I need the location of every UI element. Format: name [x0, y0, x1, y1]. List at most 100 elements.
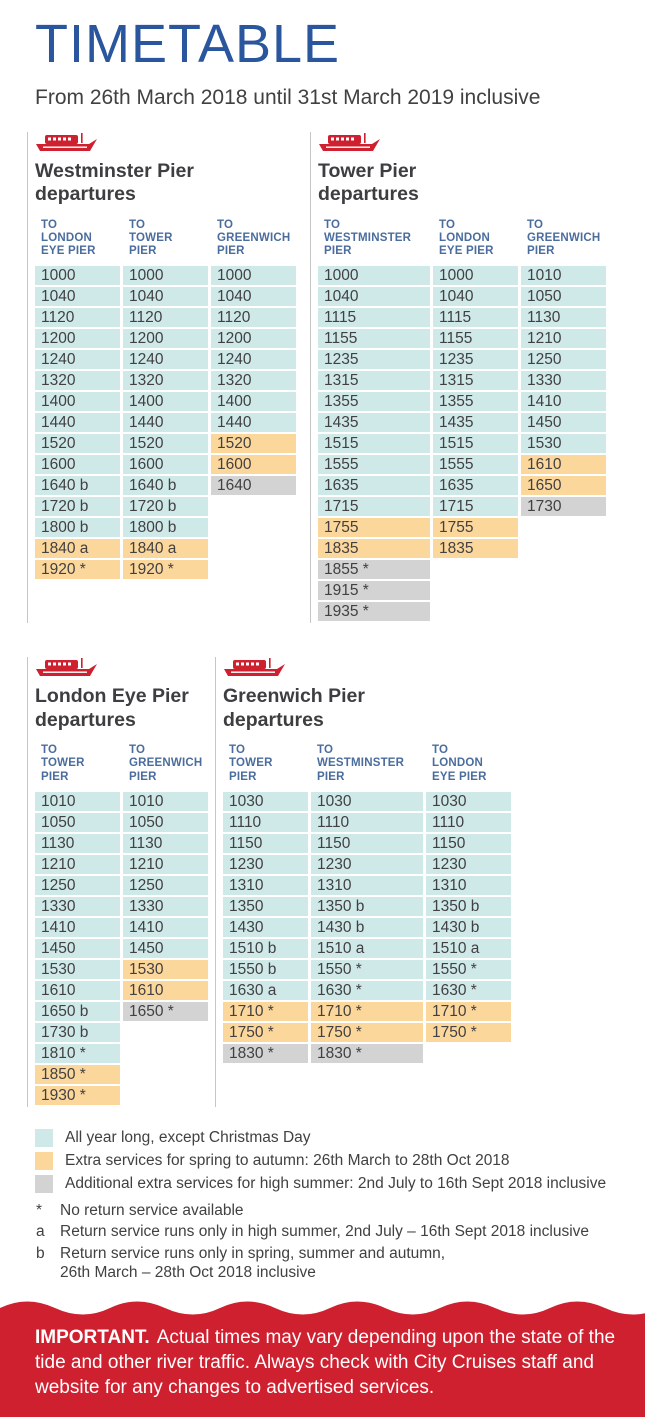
- time-cell: 1550 *: [311, 959, 423, 979]
- column-header-line: GREENWICH: [129, 757, 203, 770]
- legend-item: All year long, except Christmas Day: [35, 1128, 645, 1147]
- column-header-line: PIER: [317, 770, 345, 783]
- time-cell: 1640 b: [123, 476, 208, 496]
- time-cell: [521, 602, 606, 621]
- footnote: a Return service runs only in high summer…: [36, 1222, 645, 1241]
- time-cell: 1935 *: [318, 602, 430, 622]
- column-header: TO GREENWICH PIER: [123, 744, 208, 784]
- time-cell: [211, 518, 296, 537]
- time-cell: [426, 1044, 511, 1063]
- time-cell: 1310: [223, 875, 308, 895]
- time-cell: 1350 b: [426, 896, 511, 916]
- time-cell: 1315: [318, 371, 430, 391]
- table-row: 1120 1120 1120: [35, 308, 310, 328]
- time-cell: 1930 *: [35, 1085, 120, 1105]
- table-row: 1755 1755: [318, 518, 606, 538]
- time-cell: 1640 b: [35, 476, 120, 496]
- time-cell: [521, 581, 606, 600]
- time-cell: 1830 *: [311, 1043, 423, 1063]
- time-cell: 1450: [35, 938, 120, 958]
- time-cell: 1650: [521, 476, 606, 496]
- time-cell: 1010: [521, 266, 606, 286]
- column-headers: TO WESTMINSTER PIER TO LONDON EYE PIER TO GREEN…: [318, 219, 606, 259]
- time-cell: 1430 b: [311, 917, 423, 937]
- time-cell: 1450: [521, 413, 606, 433]
- time-cell: [521, 560, 606, 579]
- column-header-line: EYE PIER: [41, 245, 96, 258]
- time-cell: 1530: [35, 959, 120, 979]
- footnote-mark: a: [36, 1223, 45, 1241]
- time-cell: 1210: [521, 329, 606, 349]
- table-row: 1840 a 1840 a: [35, 539, 310, 559]
- time-cell: [433, 602, 518, 621]
- table-row: 1555 1555 1610: [318, 455, 606, 475]
- time-cell: 1840 a: [35, 539, 120, 559]
- time-cell: 1520: [123, 434, 208, 454]
- table-row: 1150 1150 1150: [223, 833, 511, 853]
- table-row: 1715 1715 1730: [318, 497, 606, 517]
- sections-bottom-row: London Eye Pier departures TO TOWER PIER TO G…: [0, 657, 645, 1107]
- time-cell: 1440: [35, 413, 120, 433]
- time-cell: 1435: [318, 413, 430, 433]
- table-row: 1835 1835: [318, 539, 606, 559]
- time-cell: 1150: [223, 833, 308, 853]
- section-londoneye: London Eye Pier departures TO TOWER PIER TO G…: [27, 657, 215, 1107]
- column-header: TO TOWER PIER: [35, 744, 120, 784]
- time-cell: 1310: [426, 875, 511, 895]
- table-row: 1850 *: [35, 1064, 215, 1084]
- footnote: * No return service available: [36, 1201, 645, 1220]
- column-header-line: TO: [41, 218, 58, 231]
- table-row: 1410 1410: [35, 917, 215, 937]
- time-cell: 1430: [223, 917, 308, 937]
- table-row: 1200 1200 1200: [35, 329, 310, 349]
- table-row: 1730 b: [35, 1022, 215, 1042]
- footnote-text: Return service runs only in spring, summ…: [60, 1244, 446, 1281]
- time-cell: 1715: [318, 497, 430, 517]
- time-cell: 1435: [433, 413, 518, 433]
- time-cell: [123, 1065, 208, 1084]
- time-cell: 1510 a: [426, 938, 511, 958]
- table-row: 1800 b 1800 b: [35, 518, 310, 538]
- column-header: TO LONDON EYE PIER: [426, 744, 511, 784]
- time-cell: 1400: [123, 392, 208, 412]
- column-header-line: TOWER: [229, 757, 273, 770]
- time-cell: 1730: [521, 497, 606, 517]
- table-row: 1040 1040 1040: [35, 287, 310, 307]
- time-cell: 1610: [35, 980, 120, 1000]
- table-row: 1610 1610: [35, 980, 215, 1000]
- time-cell: [433, 581, 518, 600]
- time-cell: 1630 *: [311, 980, 423, 1000]
- time-cell: 1835: [318, 539, 430, 559]
- time-cell: 1600: [211, 455, 296, 475]
- table-row: 1440 1440 1440: [35, 413, 310, 433]
- column-header-line: TO: [439, 218, 456, 231]
- legend-swatch-orange: [35, 1151, 53, 1170]
- column-header-line: LONDON: [439, 231, 491, 244]
- table-row: 1040 1040 1050: [318, 287, 606, 307]
- section-westminster: Westminster Pier departures TO LONDON EYE P…: [27, 131, 310, 624]
- table-row: 1000 1000 1000: [35, 266, 310, 286]
- footnote-text: No return service available: [60, 1201, 244, 1219]
- time-cell: 1235: [433, 350, 518, 370]
- time-cell: 1000: [123, 266, 208, 286]
- legend: All year long, except Christmas Day Extra…: [35, 1128, 645, 1193]
- column-header-line: TO: [129, 218, 146, 231]
- time-cell: 1520: [35, 434, 120, 454]
- time-cell: 1230: [311, 854, 423, 874]
- table-row: 1520 1520 1520: [35, 434, 310, 454]
- column-header-line: TO: [432, 744, 449, 757]
- table-row: 1320 1320 1320: [35, 371, 310, 391]
- column-header-line: PIER: [41, 770, 69, 783]
- time-cell: 1130: [123, 833, 208, 853]
- table-row: 1400 1400 1400: [35, 392, 310, 412]
- time-cell: 1155: [433, 329, 518, 349]
- table-row: 1250 1250: [35, 875, 215, 895]
- table-row: 1515 1515 1530: [318, 434, 606, 454]
- time-cell: 1835: [433, 539, 518, 559]
- time-cell: 1920 *: [123, 560, 208, 580]
- time-cell: 1800 b: [123, 518, 208, 538]
- column-header-line: WESTMINSTER: [324, 231, 412, 244]
- legend-swatch-teal: [35, 1128, 53, 1147]
- time-cell: 1755: [433, 518, 518, 538]
